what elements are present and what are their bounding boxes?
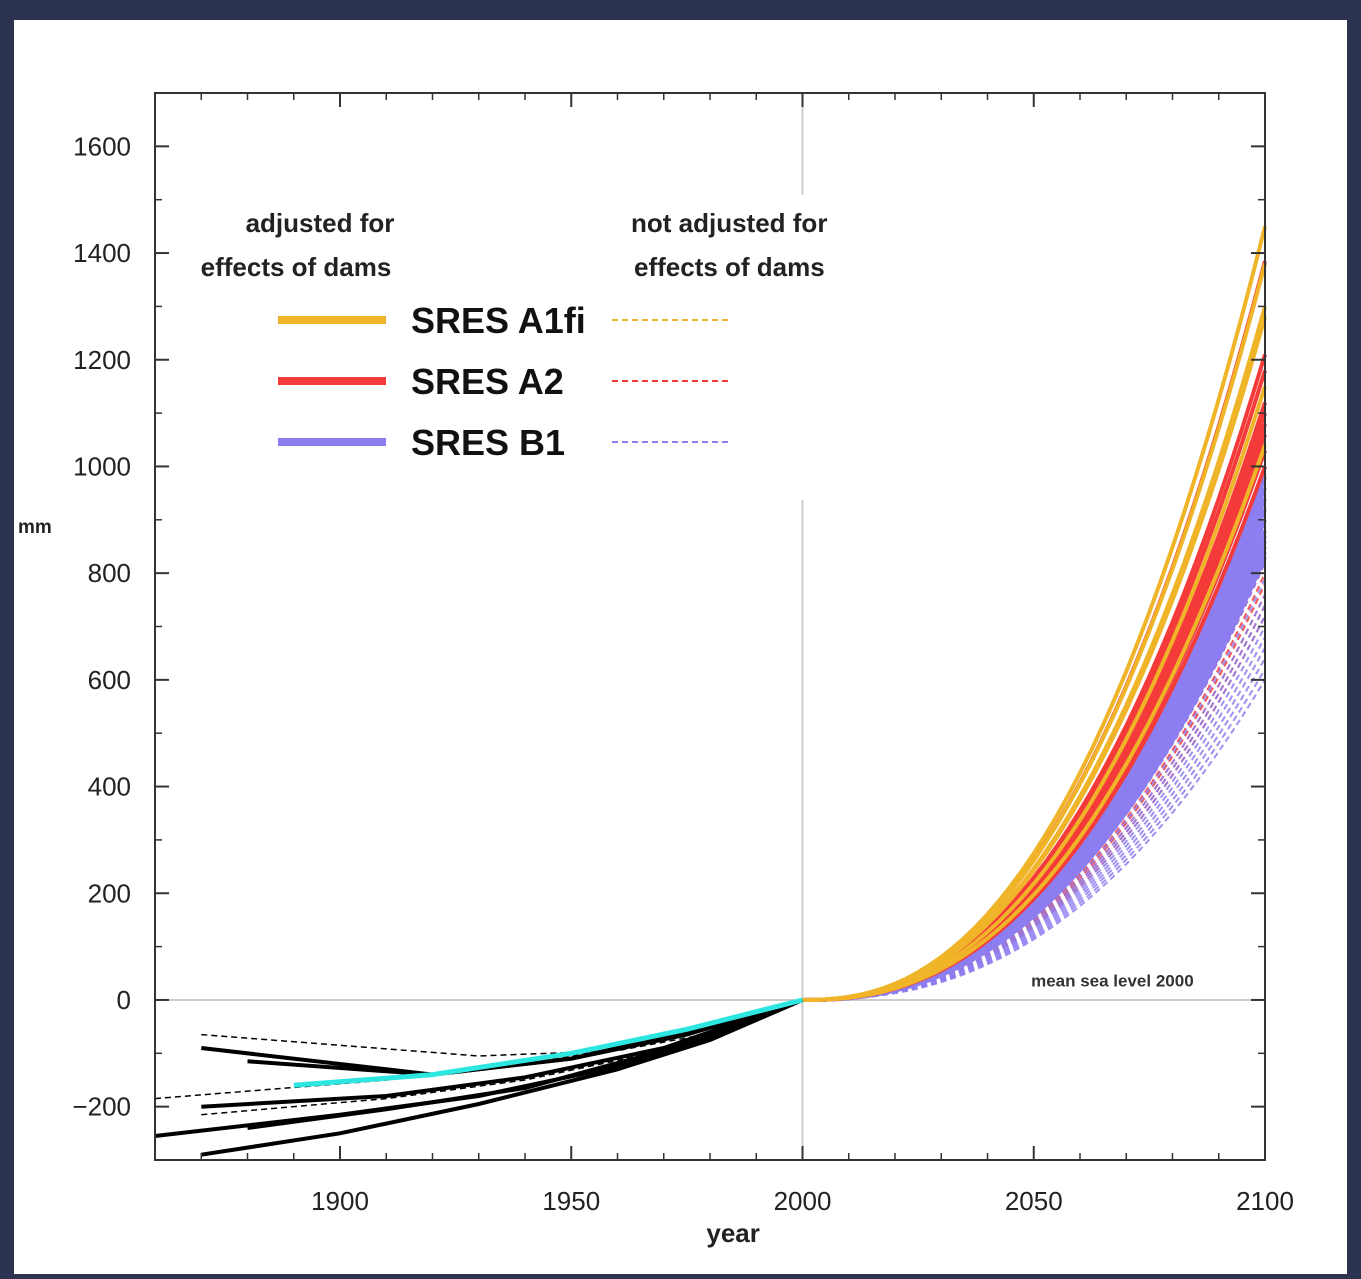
historical-line: [200, 998, 804, 1157]
reference-lines: [155, 93, 1265, 1160]
historical-series: [154, 997, 804, 1157]
historical-line: [247, 998, 804, 1077]
sea-level-chart: adjusted for effects of dams not adjusted …: [18, 92, 1294, 1248]
x-tick-label: 1950: [542, 1186, 600, 1216]
projection-solid-line: [802, 476, 1267, 1002]
y-tick-label: 1200: [73, 345, 131, 375]
x-tick-label: 1900: [311, 1186, 369, 1216]
x-tick-label: 2050: [1005, 1186, 1063, 1216]
legend-header-adjusted: effects of dams: [201, 252, 392, 282]
y-axis-title: mm: [18, 517, 52, 538]
y-tick-label: 600: [88, 665, 131, 695]
legend-entry-label: SRES A1fi: [411, 300, 586, 341]
chart-text: −200 0 200 400 600 800 1000 1200 1400 1600 1900 195…: [18, 131, 1294, 1248]
x-tick-label: 2100: [1236, 1186, 1294, 1216]
legend-header-not-adjusted: effects of dams: [634, 252, 825, 282]
y-tick-label: 0: [117, 985, 131, 1015]
projection-dashed-line: [802, 668, 1266, 1001]
y-tick-label: 800: [88, 558, 131, 588]
y-tick-label: 1400: [73, 238, 131, 268]
legend-header-not-adjusted: not adjusted for: [631, 208, 827, 238]
historical-highlight-line: [293, 997, 804, 1088]
projection-dashed-line: [802, 578, 1266, 1001]
projection-dashed-line: [802, 679, 1266, 1001]
legend-background: [184, 200, 824, 500]
historical-dashed-line: [201, 999, 803, 1057]
projection-dashed-series: [802, 466, 1266, 1001]
projection-solid-series: [802, 225, 1267, 1002]
x-tick-label: 2000: [774, 1186, 832, 1216]
projection-dashed-line: [802, 476, 1266, 1001]
projection-dashed-line: [802, 636, 1266, 1001]
projection-solid-line: [802, 444, 1267, 1002]
x-axis-title: year: [706, 1218, 760, 1248]
historical-line: [201, 998, 804, 1109]
projection-dashed-line: [802, 658, 1266, 1001]
y-tick-label: 1600: [73, 131, 131, 161]
y-tick-label: 1000: [73, 451, 131, 481]
projection-dashed-line: [802, 583, 1266, 1001]
projection-dashed-line: [802, 647, 1266, 1001]
legend-header-adjusted: adjusted for: [246, 208, 395, 238]
y-tick-label: 200: [88, 878, 131, 908]
chart-panel: adjusted for effects of dams not adjusted …: [14, 20, 1347, 1274]
legend-entry-label: SRES B1: [411, 422, 565, 463]
projection-dashed-line: [802, 615, 1266, 1001]
y-tick-label: −200: [72, 1092, 131, 1122]
projection-dashed-line: [802, 594, 1266, 1001]
y-tick-label: 400: [88, 772, 131, 802]
axis-ticks: [154, 92, 1266, 1161]
legend-entry-label: SRES A2: [411, 361, 564, 402]
mean-sea-level-annotation: mean sea level 2000: [1031, 972, 1194, 991]
legend: adjusted for effects of dams not adjusted …: [184, 200, 827, 500]
historical-dashed-line: [201, 999, 803, 1116]
